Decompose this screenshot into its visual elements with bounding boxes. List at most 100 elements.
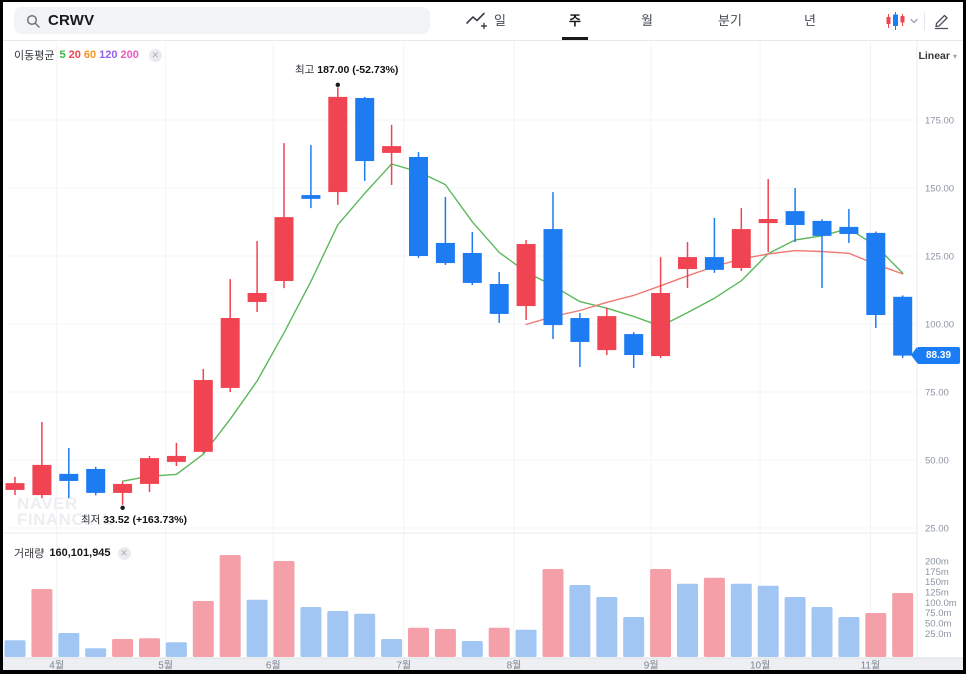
candle-body — [140, 458, 159, 484]
high-annotation-value: 187.00 (-52.73%) — [317, 64, 399, 76]
ma-legend: 이동평균 5 20 60 120 200 ✕ — [14, 47, 162, 63]
volume-bar — [85, 648, 107, 657]
volume-legend-value: 160,101,945 — [49, 547, 111, 559]
volume-bar — [381, 639, 403, 657]
candle-body — [86, 468, 106, 493]
scale-selector[interactable]: Linear ▾ — [918, 50, 957, 62]
volume-bar — [892, 592, 914, 657]
search-icon — [26, 14, 40, 28]
candle-body — [651, 292, 671, 357]
low-annotation: 최저 33.52 (+163.73%) — [81, 512, 187, 527]
volume-axis-tick: 50.0m — [925, 618, 951, 629]
volume-bar — [112, 639, 134, 657]
volume-bar — [811, 607, 833, 657]
x-axis-month-label: 11월 — [861, 660, 881, 671]
x-axis-month-label: 4월 — [49, 660, 64, 671]
volume-legend: 거래량 160,101,945 ✕ — [14, 545, 131, 561]
add-chart-icon — [466, 12, 487, 30]
interval-tab-0[interactable]: 일 — [494, 13, 506, 28]
candle-body — [220, 318, 240, 388]
volume-bar — [515, 629, 537, 657]
candle-body — [570, 318, 590, 342]
volume-bar — [569, 585, 591, 657]
volume-bar — [596, 597, 618, 657]
candle-body — [59, 473, 79, 481]
candle-body — [839, 226, 859, 234]
candlestick-type-icon — [886, 12, 904, 30]
volume-bar — [784, 597, 806, 657]
candle-body — [704, 257, 724, 270]
x-axis-month-label: 10월 — [750, 660, 770, 671]
price-axis-tick: 175.00 — [925, 116, 954, 127]
compare-chart-button[interactable] — [461, 8, 491, 34]
volume-axis-tick: 200m — [925, 557, 949, 568]
high-annotation-label: 최고 — [295, 64, 315, 76]
x-axis-strip: 4월 5월 6월 7월 8월 9월 10월 11월 — [3, 657, 963, 671]
volume-bar — [542, 569, 564, 657]
x-axis-month-label: 6월 — [266, 660, 281, 671]
watermark-line2: FINANCIAL — [17, 510, 114, 529]
volume-bar — [434, 629, 456, 657]
volume-bar — [650, 569, 672, 657]
ma-legend-title: 이동평균 — [14, 50, 55, 62]
volume-axis-tick: 150m — [925, 577, 949, 588]
ma-legend-close-button[interactable]: ✕ — [148, 48, 162, 62]
pencil-icon — [934, 14, 949, 30]
grid-layer — [3, 41, 918, 658]
interval-tab-2[interactable]: 월 — [641, 13, 653, 28]
price-axis-tick: 150.00 — [925, 184, 954, 195]
candle-body — [247, 292, 267, 302]
candle-body — [866, 232, 886, 316]
volume-legend-close-button[interactable]: ✕ — [117, 546, 131, 560]
price-axis-tick: 50.00 — [925, 456, 949, 467]
volume-bar — [327, 611, 349, 657]
candle-body — [32, 464, 52, 496]
volume-axis-tick: 125m — [925, 587, 949, 598]
volume-legend-title: 거래량 — [14, 548, 45, 560]
price-axis-tick: 125.00 — [925, 252, 954, 263]
candle-body — [678, 257, 697, 270]
chart-canvas[interactable]: 4월 5월 6월 7월 8월 9월 10월 11월175.00150.00125.00100.… — [3, 2, 963, 670]
high-annotation: 최고 187.00 (-52.73%) — [295, 62, 398, 77]
volume-bar — [354, 613, 376, 657]
volume-axis-tick: 100.0m — [925, 598, 957, 609]
volume-bar — [219, 555, 241, 657]
price-axis-labels: 175.00 150.00 125.00 100.00 75.00 50.00 25.00 2… — [925, 116, 957, 640]
chart-type-button[interactable] — [881, 8, 921, 34]
volume-bar — [58, 633, 80, 657]
interval-tab-4[interactable]: 년 — [804, 13, 816, 28]
candle-body — [5, 483, 25, 490]
candle-body — [328, 96, 348, 193]
price-axis-tick: 25.00 — [925, 524, 949, 535]
low-annotation-label: 최저 — [81, 514, 101, 526]
low-marker-dot — [120, 505, 125, 511]
candle-body — [516, 244, 536, 307]
candle-body — [489, 284, 509, 314]
candle-body — [597, 316, 617, 351]
price-axis-tick: 100.00 — [925, 320, 954, 331]
interval-tab-3[interactable]: 분기 — [718, 13, 742, 28]
watermark: NAVER FINANCIAL — [17, 495, 114, 529]
candle-body — [166, 455, 186, 462]
symbol-search-input[interactable]: CRWV — [14, 7, 430, 34]
candle-body — [543, 229, 563, 326]
volume-bar — [623, 617, 645, 657]
x-axis-month-label: 5월 — [158, 660, 173, 671]
volume-bar — [300, 607, 322, 657]
volume-bar — [730, 583, 752, 657]
ma5-line — [121, 163, 904, 482]
toolbar-divider — [924, 13, 925, 30]
high-marker-dot — [335, 82, 340, 88]
candle-body — [462, 253, 482, 283]
interval-tab-1[interactable]: 주 — [569, 2, 581, 40]
candle-body — [382, 146, 402, 153]
volume-bar — [757, 585, 779, 657]
candle-body — [758, 219, 778, 224]
candle-body — [113, 483, 133, 493]
volume-bar — [461, 641, 483, 657]
ma-periods: 5 20 60 120 200 — [59, 49, 141, 61]
draw-tool-button[interactable] — [928, 8, 954, 34]
candle-body — [785, 211, 805, 225]
candle-body — [731, 229, 751, 268]
